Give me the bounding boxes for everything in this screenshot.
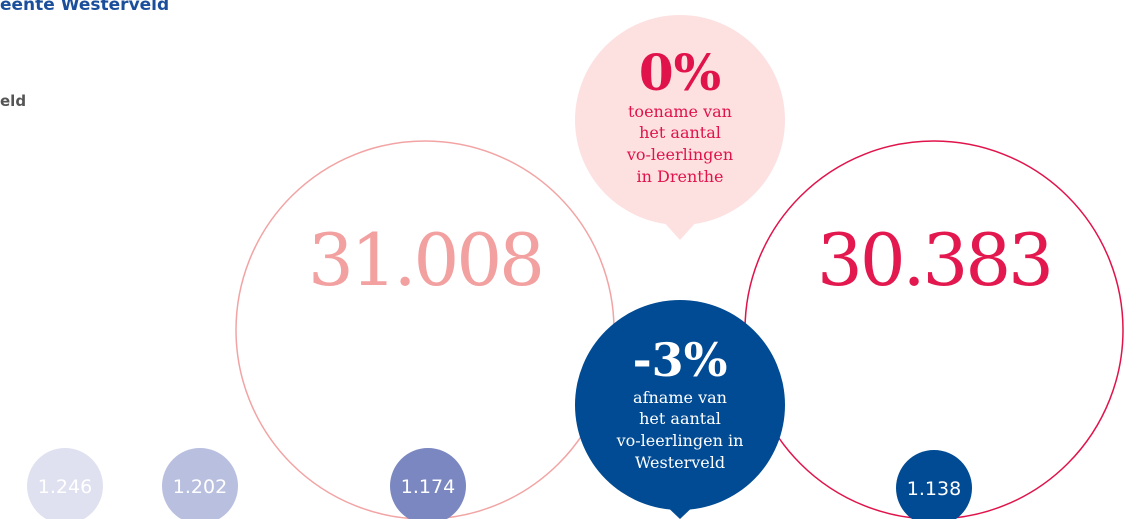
bubble-text: het aantal (639, 409, 721, 428)
total: 30.383 (817, 218, 1051, 302)
bubble-tail (660, 500, 700, 519)
bubble-text: vo-leerlingen (626, 145, 733, 164)
small-circle (27, 448, 103, 519)
bubble-tail (662, 220, 698, 240)
bubble-text: toename van (628, 102, 732, 121)
small-circle (162, 448, 238, 519)
bubble-text: afname van (633, 388, 727, 407)
small-value: 1.202 (173, 476, 227, 498)
bubble-text: het aantal (639, 123, 721, 142)
bubble-text: in Drenthe (637, 167, 724, 186)
bubble-value: 0% (639, 43, 721, 102)
bubble-text: Westerveld (635, 453, 725, 472)
small-value: 1.138 (907, 478, 961, 500)
small-value: 1.246 (38, 476, 92, 498)
bubble-text: vo-leerlingen in (616, 431, 744, 450)
bubble (575, 15, 785, 225)
bubble (575, 300, 785, 510)
bubble-value: -3% (633, 333, 728, 387)
small-circle (390, 448, 466, 519)
title: eente Westerveld (0, 0, 169, 15)
subtitle: eld (0, 92, 26, 110)
small-circle (896, 450, 972, 519)
small-value: 1.174 (401, 476, 455, 498)
total: 31.008 (308, 218, 542, 302)
